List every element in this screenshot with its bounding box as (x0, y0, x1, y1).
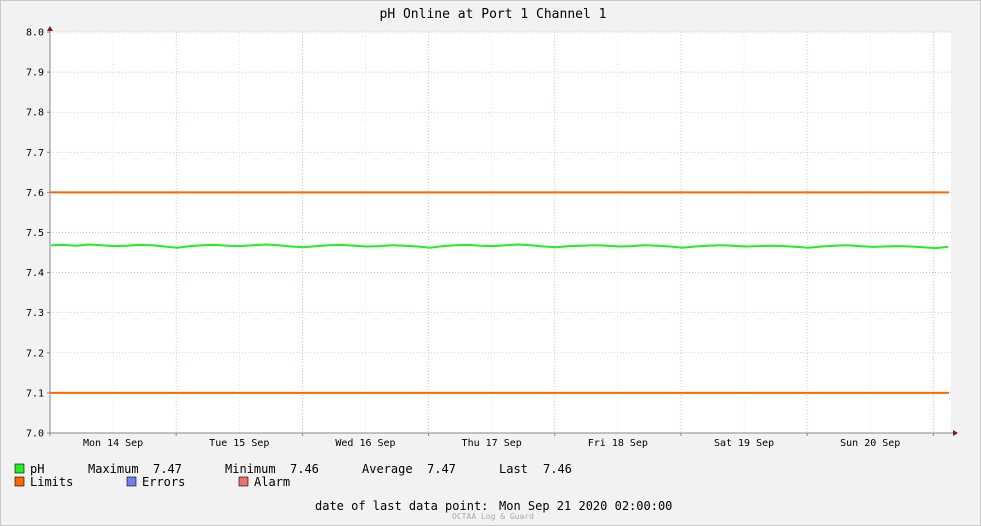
y-tick-label: 7.1 (26, 388, 44, 399)
y-tick-label: 7.2 (26, 348, 44, 359)
legend-avg-value: 7.47 (427, 462, 456, 476)
legend-swatch-errors (126, 476, 137, 487)
y-tick-label: 8.0 (26, 28, 44, 39)
x-tick-label: Tue 15 Sep (209, 438, 269, 449)
legend-max-value: 7.47 (153, 462, 182, 476)
axes-layer (47, 26, 958, 436)
series-ph-line (50, 243, 949, 250)
x-axis-arrow (953, 430, 958, 436)
x-tick-labels: Mon 14 Sep Tue 15 Sep Wed 16 Sep Thu 17 Sep… (83, 438, 900, 449)
x-tick-label: Sat 19 Sep (714, 438, 774, 449)
limits-layer (50, 191, 949, 394)
y-tick-label: 7.3 (26, 308, 44, 319)
x-tick-label: Sun 20 Sep (840, 438, 900, 449)
y-tick-label: 7.8 (26, 108, 44, 119)
legend-errors-label: Errors (142, 475, 185, 489)
legend-max-label: Maximum (88, 462, 139, 476)
legend-alarm-label: Alarm (254, 475, 290, 489)
legend-last-value: 7.46 (543, 462, 572, 476)
chart-title: pH Online at Port 1 Channel 1 (380, 7, 607, 22)
last-data-point-value: Mon Sep 21 2020 02:00:00 (499, 499, 672, 513)
legend-swatch-ph (14, 463, 25, 474)
legend-avg-label: Average (362, 462, 413, 476)
legend-limits-label: Limits (30, 475, 73, 489)
y-tick-label: 7.9 (26, 68, 44, 79)
y-tick-label: 7.7 (26, 148, 44, 159)
y-tick-label: 7.0 (26, 429, 44, 440)
y-tick-label: 7.4 (26, 268, 44, 279)
series-layer (50, 243, 949, 250)
y-tick-label: 7.5 (26, 228, 44, 239)
x-tick-label: Mon 14 Sep (83, 438, 143, 449)
legend-min-label: Minimum (225, 462, 276, 476)
x-tick-label: Thu 17 Sep (462, 438, 522, 449)
watermark: OCTAA Log & Guard (452, 512, 534, 521)
y-tick-labels: 7.0 7.1 7.2 7.3 7.4 7.5 7.6 7.7 7.8 7.9 8.0 (26, 28, 44, 440)
legend-last-label: Last (499, 462, 528, 476)
x-tick-label: Wed 16 Sep (335, 438, 395, 449)
legend-min-value: 7.46 (290, 462, 319, 476)
last-data-point-label: date of last data point: (315, 499, 488, 513)
y-tick-label: 7.6 (26, 188, 44, 199)
legend-ph-label: pH (30, 462, 44, 476)
legend-swatch-alarm (238, 476, 249, 487)
y-axis-arrow (47, 26, 53, 31)
x-tick-label: Fri 18 Sep (588, 438, 648, 449)
legend-swatch-limits (14, 476, 25, 487)
